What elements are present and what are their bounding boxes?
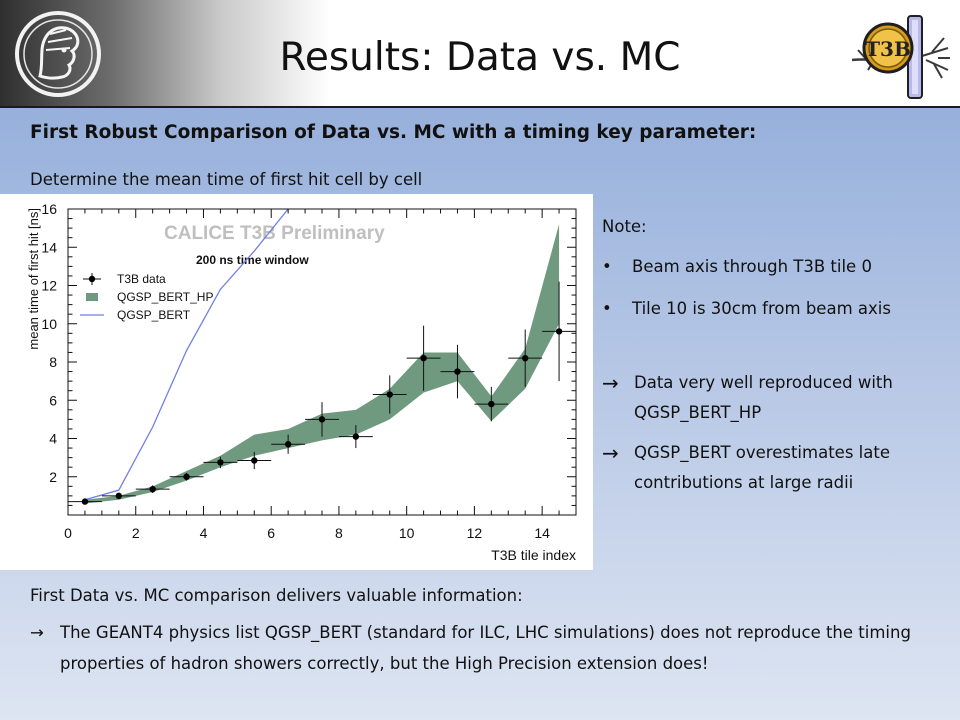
data-point — [318, 416, 326, 423]
data-point — [149, 485, 156, 493]
x-tick-label: 8 — [335, 525, 343, 541]
legend-label-data: T3B data — [117, 272, 166, 286]
y-tick-label: 14 — [41, 239, 57, 255]
note-bullet: • Beam axis through T3B tile 0 — [602, 252, 954, 282]
bullet-icon: • — [602, 299, 612, 318]
data-point — [81, 498, 89, 505]
plot-frame — [67, 208, 577, 516]
data-point — [115, 492, 123, 500]
x-tick-label: 14 — [534, 525, 550, 541]
y-tick-label: 10 — [41, 316, 57, 332]
bullet-icon: • — [602, 257, 612, 276]
slide-subline: Determine the mean time of first hit cel… — [30, 170, 423, 189]
y-tick-label: 12 — [41, 278, 57, 294]
chart-title: CALICE T3B Preliminary — [164, 223, 385, 244]
legend-label-band: QGSP_BERT_HP — [117, 290, 213, 304]
slide-headline: First Robust Comparison of Data vs. MC w… — [30, 122, 757, 143]
note-bullet-text: Tile 10 is 30cm from beam axis — [632, 299, 891, 318]
arrow-right-icon: → — [602, 371, 619, 395]
x-tick-label: 6 — [267, 525, 275, 541]
x-tick-label: 0 — [64, 525, 72, 541]
timing-chart: CALICE T3B Preliminary 200 ns time window… — [26, 201, 577, 563]
bottom-conclusion: → The GEANT4 physics list QGSP_BERT (sta… — [30, 617, 940, 679]
data-point — [217, 459, 224, 466]
data-point — [183, 473, 190, 480]
y-tick-label: 16 — [41, 201, 57, 217]
y-tick-label: 4 — [49, 431, 57, 447]
x-tick-label: 12 — [467, 525, 483, 541]
note-title: Note: — [602, 217, 647, 236]
chart-panel: CALICE T3B Preliminary 200 ns time window… — [0, 194, 593, 570]
x-tick-label: 10 — [399, 525, 415, 541]
data-point — [454, 368, 461, 375]
y-tick-label: 2 — [49, 469, 57, 485]
note-bullet-text: Beam axis through T3B tile 0 — [632, 257, 872, 276]
slide-title: Results: Data vs. MC — [279, 35, 681, 80]
legend-marker-band — [86, 293, 98, 301]
series-line-qgsp-bert — [84, 209, 289, 501]
note-bullet: • Tile 10 is 30cm from beam axis — [602, 294, 954, 324]
data-point — [284, 441, 292, 448]
data-point — [522, 354, 529, 362]
max-planck-minerva-logo — [15, 11, 101, 97]
svg-text:T3B: T3B — [865, 37, 911, 61]
data-point — [352, 433, 360, 440]
arrow-right-icon: → — [30, 623, 44, 642]
chart-subtitle: 200 ns time window — [196, 253, 309, 267]
slide-header: Results: Data vs. MC T3B — [0, 0, 960, 108]
series-band-qgsp-bert-hp — [84, 224, 560, 504]
legend-label-line: QGSP_BERT — [117, 308, 191, 322]
data-point — [251, 457, 258, 464]
arrow-right-icon: → — [602, 441, 619, 465]
note-conclusion-text: QGSP_BERT overestimates late contributio… — [634, 443, 890, 492]
note-panel: Note: • Beam axis through T3B tile 0 • T… — [602, 212, 954, 508]
bottom-intro: First Data vs. MC comparison delivers va… — [30, 586, 523, 605]
bottom-summary: First Data vs. MC comparison delivers va… — [30, 580, 940, 679]
note-conclusion: → QGSP_BERT overestimates late contribut… — [602, 438, 954, 498]
data-point — [488, 400, 495, 408]
y-axis-label: mean time of first hit [ns] — [26, 208, 41, 350]
t3b-logo: T3B — [851, 15, 950, 99]
legend-marker-data — [88, 275, 96, 283]
x-axis-label: T3B tile index — [491, 547, 576, 563]
data-point — [555, 328, 563, 335]
note-conclusion-text: Data very well reproduced with QGSP_BERT… — [634, 373, 893, 422]
data-point — [386, 391, 393, 398]
x-tick-label: 2 — [132, 525, 140, 541]
x-tick-label: 4 — [200, 525, 208, 541]
y-tick-label: 8 — [49, 354, 57, 370]
bottom-conclusion-text: The GEANT4 physics list QGSP_BERT (stand… — [60, 623, 911, 673]
data-point — [420, 354, 427, 362]
note-conclusion: → Data very well reproduced with QGSP_BE… — [602, 368, 954, 428]
y-tick-label: 6 — [49, 392, 57, 408]
